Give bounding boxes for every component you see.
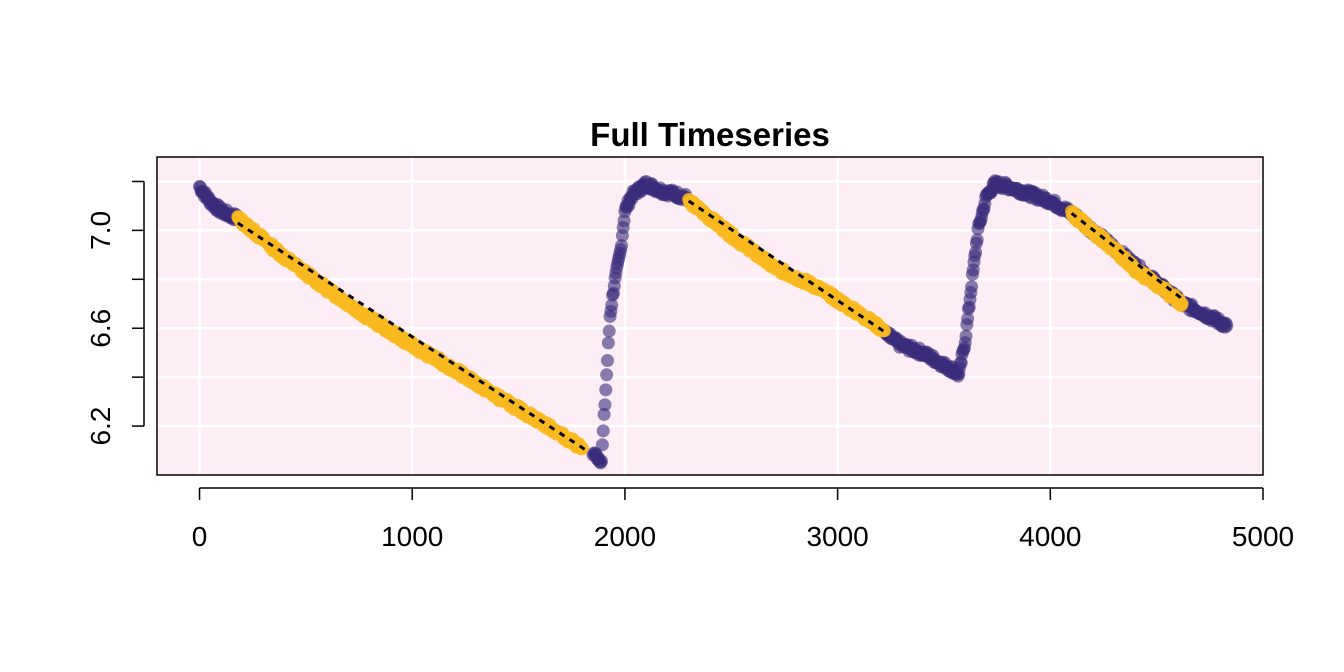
y-tick-label: 7.0 <box>85 211 116 250</box>
x-tick-label: 5000 <box>1232 521 1294 552</box>
trend-dashed-lines <box>237 199 1184 452</box>
x-axis: 0 1000 2000 3000 4000 5000 <box>192 487 1294 552</box>
plot-frame <box>156 156 1264 476</box>
y-tick-label: 6.2 <box>85 407 116 446</box>
data-point <box>1220 319 1234 333</box>
x-tick-label: 2000 <box>594 521 656 552</box>
x-tick-label: 4000 <box>1019 521 1081 552</box>
data-point <box>615 239 629 253</box>
chart-title: Full Timeseries <box>590 116 830 153</box>
trend-line <box>237 221 588 452</box>
data-point <box>599 383 613 397</box>
trend-line <box>687 199 888 335</box>
fit-point <box>1175 297 1189 311</box>
data-point <box>961 312 975 326</box>
data-point <box>595 438 609 452</box>
data-point <box>602 324 616 338</box>
data-point <box>970 233 984 247</box>
x-tick-label: 0 <box>192 521 208 552</box>
points-fit <box>231 192 1189 456</box>
data-point <box>601 336 615 350</box>
data-point <box>600 353 614 367</box>
y-axis: 6.2 6.6 7.0 <box>85 180 145 446</box>
data-point <box>595 454 609 468</box>
fit-point <box>877 324 891 338</box>
y-tick-label: 6.6 <box>85 309 116 348</box>
data-point <box>596 424 610 438</box>
data-point <box>598 398 612 412</box>
data-point <box>965 280 979 294</box>
data-point <box>597 407 611 421</box>
data-point <box>600 368 614 382</box>
data-point <box>959 329 973 343</box>
x-tick-label: 1000 <box>381 521 443 552</box>
data-point <box>605 298 619 312</box>
x-tick-label: 3000 <box>806 521 868 552</box>
